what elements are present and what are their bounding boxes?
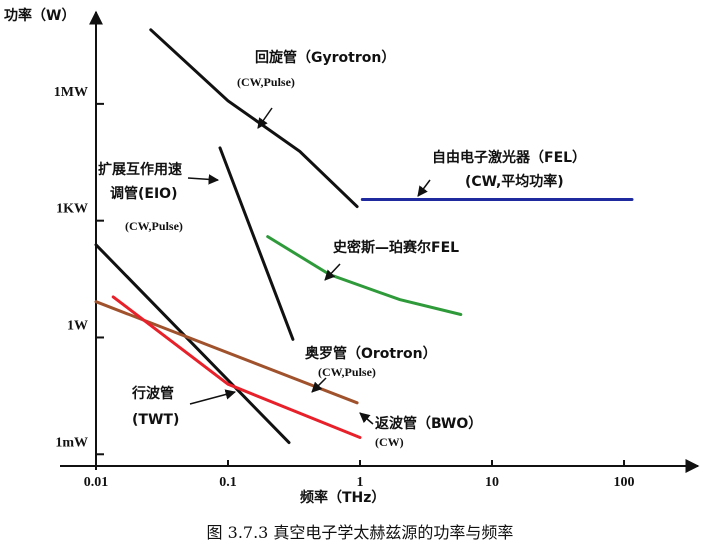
series-line (111, 295, 362, 439)
annotation-arrow (311, 377, 327, 393)
series-annotation: 行波管 (131, 385, 174, 402)
annotation-arrow (359, 412, 374, 425)
x-tick-label: 0.1 (219, 475, 237, 490)
y-tick-label: 1MW (54, 85, 88, 100)
annotation-arrow (417, 179, 431, 197)
annotation-arrow (189, 389, 237, 405)
series-annotation: (CW,Pulse) (125, 219, 183, 233)
series-annotation: (TWT) (132, 412, 179, 428)
annotation-arrow (324, 263, 341, 281)
x-tick-label: 0.01 (84, 475, 109, 490)
series-annotation: 调管(EIO) (110, 185, 177, 202)
series-line (218, 146, 295, 341)
y-tick-label: 1KW (56, 202, 88, 217)
x-tick-label: 100 (614, 475, 635, 490)
series-annotation: 奥罗管（Orotron） (305, 345, 437, 362)
series-annotation: 扩展互作用速 (98, 161, 182, 178)
series-line (94, 243, 291, 445)
annotation-arrow (257, 107, 273, 129)
y-axis-label: 功率（W） (4, 7, 75, 24)
x-tick-label: 1 (357, 475, 364, 490)
series-annotation: (CW,平均功率) (465, 173, 564, 190)
series-annotation: 回旋管（Gyrotron） (255, 49, 395, 66)
series-annotation: (CW,Pulse) (318, 365, 376, 379)
y-tick-label: 1mW (55, 435, 88, 450)
series-annotation: (CW) (375, 435, 404, 449)
caption: 图 3.7.3 真空电子学太赫兹源的功率与频率 (207, 523, 514, 542)
series-line (266, 235, 463, 316)
series-annotation: 自由电子激光器（FEL） (432, 149, 586, 166)
series-annotation: 史密斯—珀赛尔FEL (333, 239, 459, 256)
annotation-arrow (187, 174, 220, 185)
x-tick-label: 10 (485, 475, 499, 490)
series-annotation: (CW,Pulse) (237, 75, 295, 89)
y-tick-label: 1W (67, 318, 88, 333)
series-annotation: 返波管（BWO） (375, 415, 482, 432)
x-axis-label: 频率（THz） (300, 489, 385, 506)
